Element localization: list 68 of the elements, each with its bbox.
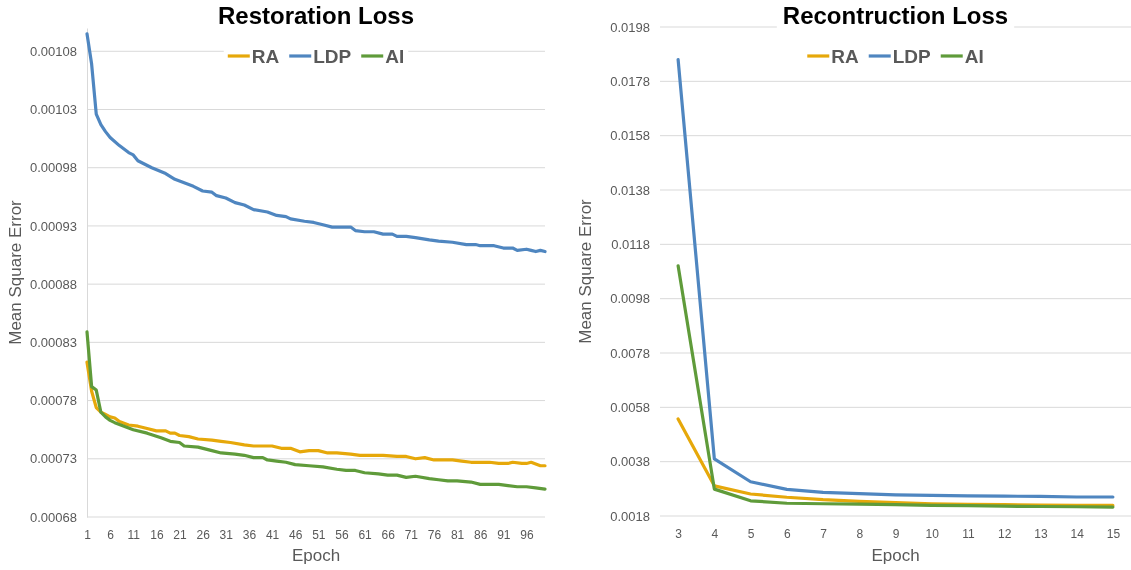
- y-tick-label: 0.00088: [30, 276, 77, 292]
- y-tick-label: 0.00103: [30, 102, 77, 118]
- x-tick-label: 61: [358, 527, 373, 542]
- y-tick-label: 0.0198: [610, 19, 650, 35]
- y-tick-label: 0.0158: [610, 128, 650, 144]
- chart-title: Restoration Loss: [217, 2, 415, 29]
- x-tick-label: 71: [404, 527, 419, 542]
- x-tick-label: 3: [675, 526, 683, 541]
- legend-label: RA: [831, 46, 859, 67]
- y-tick-label: 0.00093: [30, 218, 77, 234]
- x-tick-label: 12: [998, 526, 1012, 541]
- x-tick-label: 76: [427, 527, 442, 542]
- y-tick-label: 0.00108: [30, 43, 77, 59]
- x-tick-label: 66: [381, 527, 396, 542]
- x-tick-label: 4: [711, 526, 719, 541]
- x-tick-label: 5: [747, 526, 755, 541]
- x-axis-title: Epoch: [871, 546, 920, 565]
- x-tick-label: 51: [312, 527, 326, 542]
- x-tick-label: 21: [173, 527, 188, 542]
- line-series: [676, 264, 1115, 509]
- y-tick-label: 0.0058: [610, 399, 650, 415]
- x-tick-label: 14: [1070, 526, 1085, 541]
- line-series: [85, 360, 547, 468]
- x-tick-label: 46: [289, 527, 303, 542]
- chart-title: Recontruction Loss: [782, 2, 1009, 29]
- x-tick-label: 6: [783, 526, 791, 541]
- x-tick-label: 16: [150, 527, 164, 542]
- x-tick-label: 96: [520, 527, 534, 542]
- legend-label: AI: [964, 46, 984, 67]
- x-tick-label: 91: [497, 527, 511, 542]
- legend-label: AI: [385, 46, 405, 67]
- legend-label: LDP: [313, 46, 352, 67]
- y-tick-label: 0.00098: [30, 160, 77, 176]
- x-tick-label: 81: [450, 527, 465, 542]
- y-tick-label: 0.0038: [610, 454, 650, 470]
- x-tick-label: 9: [892, 526, 900, 541]
- x-tick-label: 11: [127, 527, 141, 542]
- y-tick-label: 0.00073: [30, 451, 77, 467]
- x-tick-label: 31: [219, 527, 234, 542]
- y-tick-label: 0.0018: [610, 508, 650, 524]
- x-tick-label: 8: [856, 526, 864, 541]
- legend-label: RA: [251, 46, 280, 67]
- y-tick-label: 0.0098: [610, 291, 650, 307]
- x-tick-label: 15: [1106, 526, 1121, 541]
- line-series: [85, 330, 547, 491]
- x-tick-label: 6: [107, 527, 115, 542]
- y-tick-label: 0.00083: [30, 335, 77, 351]
- y-tick-label: 0.00078: [30, 393, 77, 409]
- x-tick-label: 10: [925, 526, 940, 541]
- x-tick-label: 11: [962, 526, 976, 541]
- x-tick-label: 1: [84, 527, 92, 542]
- x-tick-label: 41: [265, 527, 280, 542]
- line-series: [85, 32, 547, 254]
- x-tick-label: 56: [335, 527, 349, 542]
- x-tick-label: 36: [242, 527, 257, 542]
- x-tick-label: 13: [1034, 526, 1048, 541]
- legend-label: LDP: [892, 46, 932, 67]
- x-tick-label: 7: [820, 526, 828, 541]
- x-tick-label: 26: [196, 527, 211, 542]
- y-tick-label: 0.0118: [611, 236, 650, 252]
- y-axis-title: Mean Square Error: [576, 198, 595, 344]
- y-axis-title: Mean Square Error: [6, 199, 25, 345]
- x-tick-label: 86: [474, 527, 488, 542]
- y-tick-label: 0.0078: [610, 345, 650, 361]
- x-axis-title: Epoch: [291, 546, 341, 565]
- y-tick-label: 0.00068: [30, 509, 77, 525]
- y-tick-label: 0.0138: [610, 182, 650, 198]
- y-tick-label: 0.0178: [610, 73, 650, 89]
